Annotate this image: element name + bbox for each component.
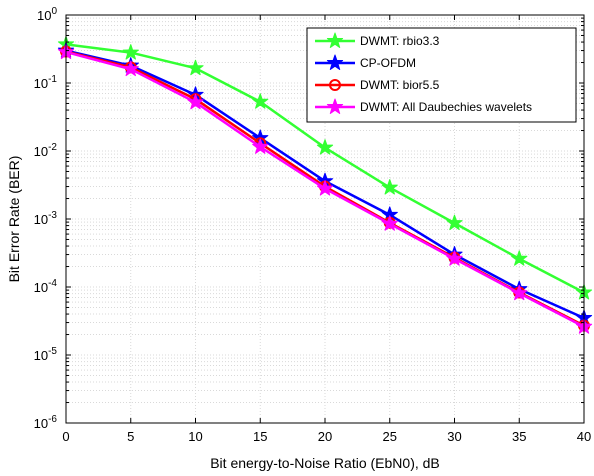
data-point [122,60,139,77]
x-tick-label: 40 [577,429,591,444]
data-point [252,138,269,154]
x-tick-label: 15 [253,429,267,444]
x-tick-label: 0 [62,429,69,444]
data-point [446,250,463,266]
legend-marker [329,79,341,91]
data-point [446,214,463,231]
data-point [316,139,334,155]
y-tick-label: 10-5 [34,346,58,363]
data-point [381,179,398,195]
legend-marker [326,98,344,114]
y-axis-title: Bit Error Rate (BER) [6,156,22,283]
legend-item: CP-OFDM [315,54,416,70]
ticks: 0 5 10 15 20 25 30 35 40 100 10-1 10-2 10-3 10-4 10-5 1… [34,6,592,444]
y-tick-label: 10-1 [34,74,58,91]
legend-marker [326,54,344,70]
x-axis-title: Bit energy-to-Noise Ratio (EbN0), dB [210,455,440,471]
data-point [122,44,139,60]
data-point [316,180,334,196]
data-point [187,59,204,76]
data-point [511,250,528,266]
legend-label: CP-OFDM [360,56,416,70]
x-tick-label: 30 [447,429,461,444]
legend-label: DWMT: rbio3.3 [360,34,440,48]
x-tick-label: 25 [383,429,397,444]
y-tick-label: 10-2 [34,142,58,159]
x-tick-label: 20 [318,429,332,444]
legend-marker [326,32,344,48]
legend-item: DWMT: bior5.5 [315,78,440,92]
legend-label: DWMT: All Daubechies wavelets [360,100,532,114]
x-tick-label: 35 [512,429,526,444]
data-point [252,93,269,109]
legend: DWMT: rbio3.3 CP-OFDM DWMT: bior5.5 DWMT: A… [306,27,577,123]
y-tick-label: 10-3 [34,210,58,227]
legend-label: DWMT: bior5.5 [360,78,440,92]
data-point [187,93,204,110]
x-tick-label: 10 [188,429,202,444]
legend-item: DWMT: All Daubechies wavelets [315,98,532,114]
data-point [381,215,398,231]
legend-item: DWMT: rbio3.3 [315,32,440,48]
y-tick-label: 10-4 [34,278,58,295]
series-layer [57,35,593,334]
x-tick-label: 5 [127,429,134,444]
y-tick-label: 10-6 [34,414,58,431]
y-tick-label: 100 [37,6,57,23]
data-point [511,284,528,301]
